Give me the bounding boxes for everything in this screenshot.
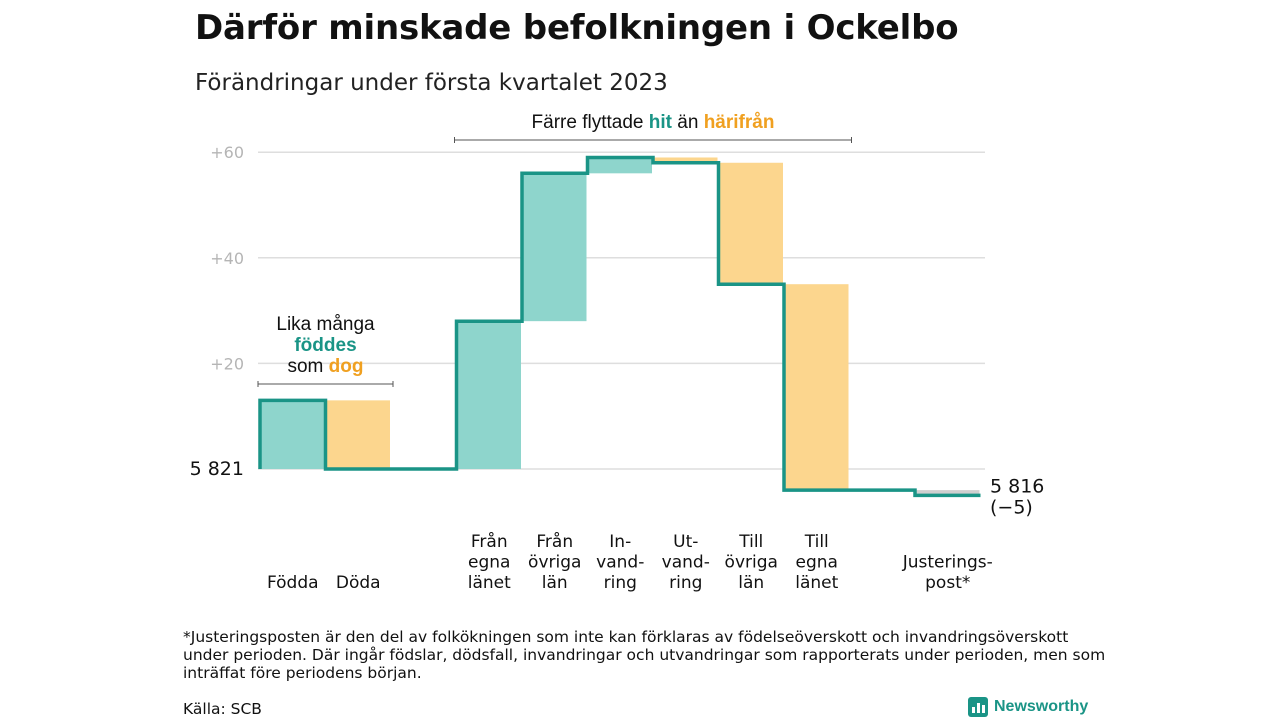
chart-title: Därför minskade befolkningen i Ockelbo xyxy=(195,8,959,48)
bar-plus xyxy=(457,321,521,469)
category-label: Från övriga län xyxy=(528,531,581,593)
bar-minus xyxy=(326,400,390,469)
brand-name: Newsworthy xyxy=(994,698,1089,715)
category-label: Till övriga län xyxy=(725,532,778,593)
y-tick-label: +40 xyxy=(210,249,244,268)
bar-minus xyxy=(719,162,783,285)
y-tick-label: +60 xyxy=(210,143,244,162)
category-label: Justerings-post* xyxy=(902,553,993,594)
start-value-label: 5 821 xyxy=(190,458,244,480)
bar-plus xyxy=(261,400,325,469)
category-label: Från egna länet xyxy=(468,531,511,593)
annotation-text: Lika många föddes som dog xyxy=(276,314,375,377)
annotation-bracket xyxy=(454,137,852,143)
footnote: *Justeringsposten är den del av folkökni… xyxy=(183,628,1106,682)
bar-plus xyxy=(523,173,587,322)
chart-subtitle: Förändringar under första kvartalet 2023 xyxy=(195,70,668,96)
bar-minus xyxy=(654,157,718,163)
annotation-text: Färre flyttade hit än härifrån xyxy=(532,112,775,133)
brand-logo: Newsworthy xyxy=(968,697,1088,717)
bar-adjust xyxy=(916,490,980,496)
y-tick-label: +20 xyxy=(210,354,244,373)
cumulative-step-line xyxy=(258,155,981,498)
category-label: Till egna länet xyxy=(795,532,838,593)
annotation-bracket xyxy=(257,381,394,387)
bar-minus xyxy=(785,284,849,491)
source-label: Källa: SCB xyxy=(183,700,262,718)
end-change-label: (−5) xyxy=(990,496,1033,518)
category-label: Ut-vand-ring xyxy=(662,532,710,593)
end-value-label: 5 816 xyxy=(990,475,1044,497)
newsworthy-logo-icon xyxy=(968,697,988,717)
waterfall-chart: +60 +40 +20 Födda Döda Från egna länet Från övrig… xyxy=(190,112,1045,594)
category-label: In-vand-ring xyxy=(596,532,644,593)
category-label: Födda xyxy=(267,573,319,593)
bar-plus xyxy=(588,157,652,174)
category-label: Döda xyxy=(336,573,381,593)
